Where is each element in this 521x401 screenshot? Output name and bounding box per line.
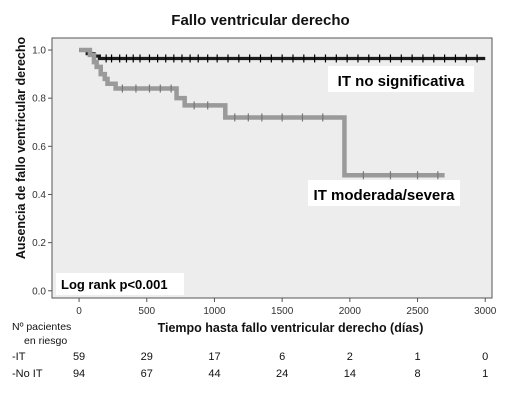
risk-header-line2: en riesgo [24, 335, 68, 347]
x-tick-label-500: 500 [138, 306, 155, 317]
risk-cell: 29 [140, 351, 153, 363]
risk-table-header: Nº pacientes en riesgo [12, 320, 71, 348]
risk-cell: 8 [414, 368, 421, 380]
y-tick-label-0.6: 0.6 [32, 142, 46, 153]
series-label-box-moderada-severa [308, 180, 460, 206]
risk-row-label: -No IT [12, 368, 43, 380]
risk-row-label: -IT [12, 351, 26, 363]
series-label-box-no-significativa [328, 66, 474, 92]
risk-cell: 24 [276, 368, 289, 380]
x-tick-label-1500: 1500 [271, 306, 294, 317]
series-label-no-significativa: IT no significativa [338, 73, 465, 90]
x-tick-label-2000: 2000 [339, 306, 362, 317]
risk-cell: 1 [414, 351, 421, 363]
risk-cell: 2 [346, 351, 353, 363]
risk-cell: 94 [72, 368, 86, 380]
series-label-moderada-severa: IT moderada/severa [314, 187, 456, 204]
risk-header-line1: Nº pacientes [12, 321, 72, 333]
y-tick-label-0.4: 0.4 [32, 190, 46, 201]
km-curve-moderada-severa [79, 47, 445, 178]
risk-cell: 14 [343, 368, 356, 380]
risk-cell: 6 [279, 351, 286, 363]
chart-title: Fallo ventricular derecho [171, 12, 350, 29]
y-tick-label-0.0: 0.0 [32, 286, 46, 297]
log-rank-annotation: Log rank p<0.001 [61, 277, 168, 292]
y-tick-label-0.8: 0.8 [32, 94, 46, 105]
y-tick-label-1.0: 1.0 [32, 46, 46, 57]
risk-cell: 59 [72, 351, 86, 363]
x-tick-label-3000: 3000 [474, 306, 497, 317]
x-tick-label-2500: 2500 [406, 306, 429, 317]
x-tick-label-0: 0 [76, 306, 82, 317]
y-tick-label-0.2: 0.2 [32, 238, 46, 249]
annotation-box [56, 273, 184, 295]
x-tick-label-1000: 1000 [203, 306, 226, 317]
risk-cell: 44 [208, 368, 221, 380]
risk-cell: 1 [482, 368, 489, 380]
risk-cell: 17 [208, 351, 221, 363]
x-axis-label: Tiempo hasta fallo ventricular derecho (… [157, 321, 424, 335]
risk-cell: 0 [482, 351, 489, 363]
risk-cell: 67 [140, 368, 153, 380]
